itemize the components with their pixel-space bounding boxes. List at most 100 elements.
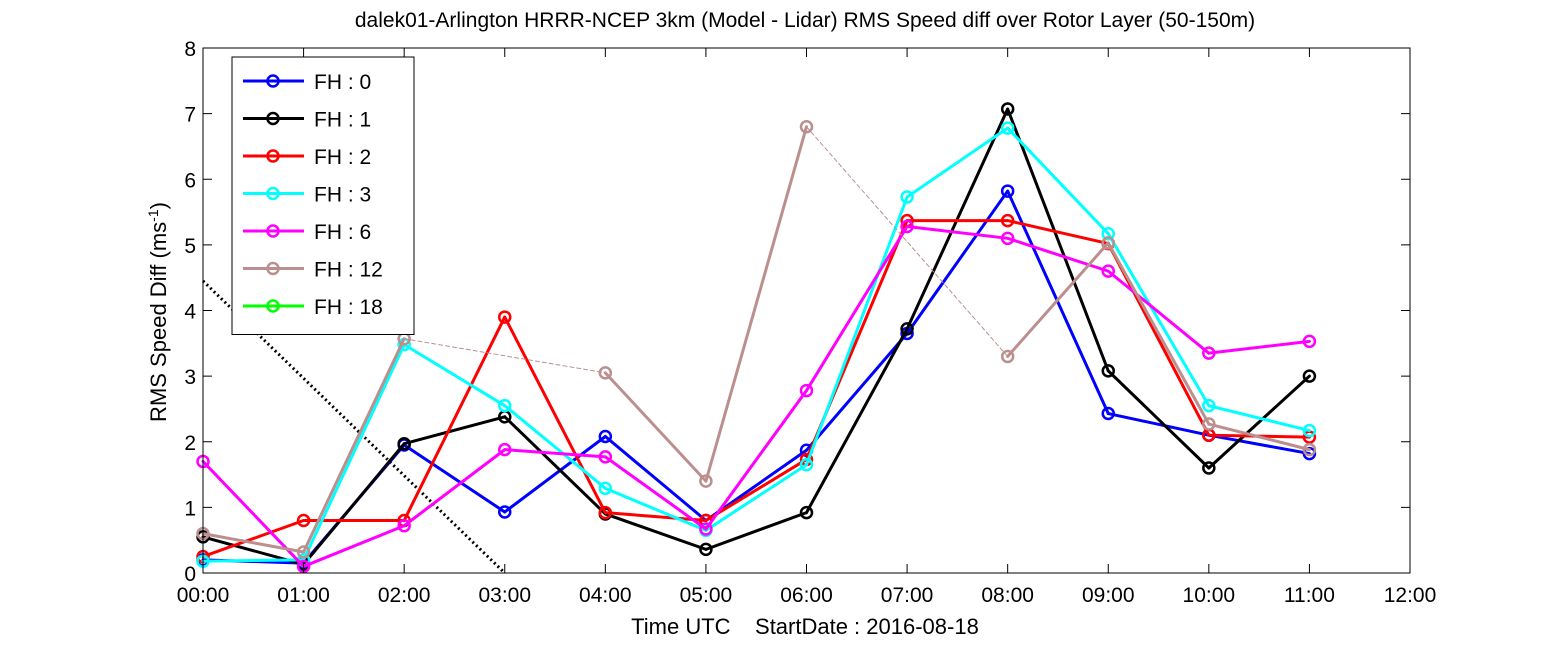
series-segment [704, 457, 808, 522]
data-point [498, 310, 512, 324]
series-segment [302, 442, 406, 566]
series-segment [1006, 189, 1110, 416]
legend-box [231, 56, 415, 335]
series-segment [805, 225, 909, 393]
series-segment [1006, 126, 1110, 236]
series-segment [1106, 241, 1211, 426]
series-segment [1006, 241, 1110, 358]
data-point [799, 505, 814, 520]
data-point [1302, 446, 1317, 461]
series-segment [1006, 107, 1110, 373]
series-segment [1106, 232, 1211, 408]
data-point [397, 519, 411, 533]
data-point [1101, 226, 1115, 241]
data-point [296, 513, 311, 528]
data-point [296, 545, 311, 559]
series-segment [302, 337, 406, 554]
data-point [1302, 369, 1317, 383]
y-axis-label: RMS Speed Diff (ms-1) [145, 202, 171, 422]
series-5 [196, 120, 1317, 559]
legend-entry-label: FH : 12 [314, 259, 383, 282]
data-point [598, 450, 613, 464]
series-segment [1106, 369, 1211, 470]
legend-entry-label: FH : 0 [314, 71, 371, 94]
series-segment [704, 125, 808, 483]
series-segment [603, 455, 708, 531]
data-point [498, 442, 512, 457]
x-tick-label: 01:00 [277, 584, 330, 607]
x-tick-label: 12:00 [1384, 584, 1437, 607]
data-point [1202, 461, 1216, 475]
series-gap-segment [403, 338, 606, 374]
series-segment [1207, 339, 1311, 355]
x-tick-label: 06:00 [780, 584, 833, 607]
y-tick-label: 3 [184, 366, 196, 389]
data-point [1101, 364, 1115, 378]
series-segment [402, 315, 507, 522]
legend: FH : 0 FH : 1 FH : 2 FH : 3 FH : 6 FH : 12 FH … [231, 56, 415, 335]
data-point [1101, 264, 1115, 278]
series-segment [302, 343, 406, 562]
data-point [598, 366, 613, 380]
series-segment [805, 327, 909, 515]
series-segment [503, 448, 607, 459]
legend-swatch-marker [266, 299, 280, 313]
series-segment [603, 512, 708, 551]
series-segment [1207, 433, 1311, 456]
series-segment [905, 107, 1010, 331]
series-segment [905, 225, 1010, 240]
x-tick-label: 08:00 [981, 584, 1034, 607]
data-point [699, 522, 713, 536]
series-segment [1106, 269, 1211, 355]
series-segment [201, 519, 306, 559]
data-point [1000, 121, 1015, 135]
data-point [598, 481, 613, 496]
data-point [397, 436, 411, 451]
data-point [699, 542, 713, 557]
x-tick-label: 03:00 [478, 584, 531, 607]
data-point [1302, 334, 1317, 349]
series-segment [1006, 219, 1110, 246]
series-segment [603, 435, 708, 522]
series-segment [402, 415, 507, 446]
data-point [498, 505, 512, 519]
legend-entry-label: FH : 2 [314, 146, 371, 169]
data-point [1202, 398, 1216, 413]
plot-area [196, 102, 1317, 575]
series-segment [1207, 422, 1311, 452]
data-point [900, 190, 914, 204]
series-3 [196, 121, 1317, 568]
series-segment [302, 524, 406, 568]
legend-swatch-marker [266, 261, 280, 276]
y-tick-label: 6 [184, 169, 196, 192]
series-segment [503, 415, 607, 516]
data-point [1101, 236, 1115, 250]
data-point [1202, 346, 1216, 360]
series-segment [1207, 404, 1311, 433]
legend-entry-label: FH : 6 [314, 221, 371, 244]
data-point [699, 474, 713, 488]
data-point [1302, 442, 1317, 457]
legend-swatch-marker [266, 74, 280, 88]
y-tick-label: 4 [184, 301, 196, 324]
axes: 00:00 01:00 02:00 03:00 04:00 05:00 06:00 07:00… [177, 38, 1437, 607]
series-segment [1106, 412, 1211, 437]
x-tick-label: 10:00 [1183, 584, 1236, 607]
y-tick-label: 2 [184, 432, 196, 455]
data-point [1202, 417, 1216, 431]
series-segment [201, 558, 306, 563]
series-segment [905, 189, 1010, 335]
chart-title: dalek01-Arlington HRRR-NCEP 3km (Model -… [355, 9, 1255, 32]
series-segment [603, 371, 708, 483]
legend-swatch-marker [266, 186, 280, 201]
data-point [598, 429, 613, 444]
data-point [1302, 423, 1317, 438]
y-tick-label: 5 [184, 235, 196, 258]
series-segment [503, 315, 607, 515]
y-tick-label: 7 [184, 104, 196, 127]
legend-entry-label: FH : 18 [314, 296, 383, 319]
y-tick-label: 8 [184, 38, 196, 61]
data-point [900, 219, 914, 234]
x-axis-label: Time UTC StartDate : 2016-08-18 [631, 614, 979, 639]
